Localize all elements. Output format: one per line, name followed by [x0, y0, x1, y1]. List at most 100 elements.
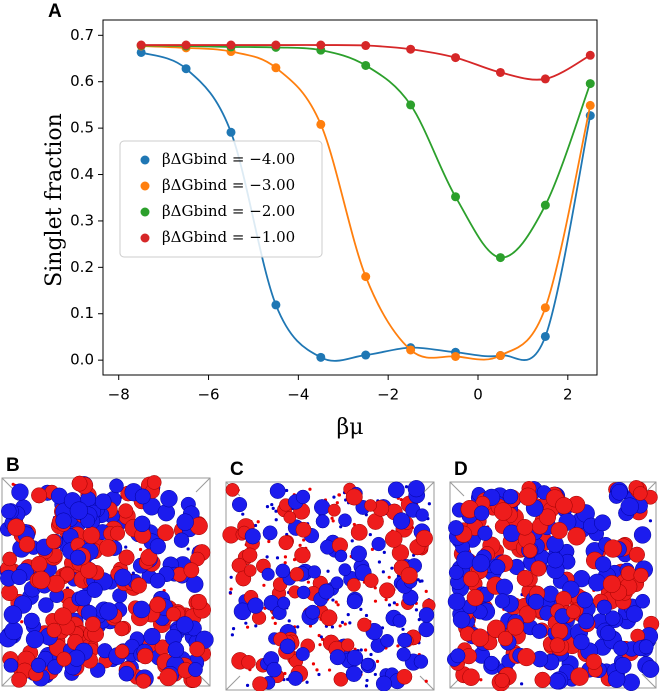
- x-tick-label: −2: [377, 386, 399, 404]
- particle: [474, 505, 490, 521]
- data-point: [540, 303, 550, 313]
- particle: [247, 597, 264, 614]
- data-point: [181, 64, 191, 74]
- particle: [363, 573, 379, 588]
- particle: [538, 508, 557, 526]
- particle: [407, 480, 425, 498]
- particle: [566, 604, 581, 619]
- particle: [289, 567, 305, 582]
- particle: [190, 593, 207, 611]
- particle: [327, 503, 341, 517]
- ion: [375, 659, 380, 663]
- particle: [252, 676, 268, 691]
- particle: [334, 549, 348, 563]
- ion: [274, 518, 278, 522]
- ion: [265, 555, 269, 559]
- ion: [311, 662, 316, 666]
- particle: [261, 567, 275, 581]
- ion: [401, 627, 405, 631]
- particle: [594, 514, 611, 532]
- particle: [357, 617, 372, 632]
- particle: [625, 605, 643, 623]
- particle: [109, 525, 126, 541]
- ion: [229, 587, 233, 591]
- y-tick-label: 0.5: [70, 119, 94, 137]
- particle: [118, 503, 134, 519]
- particle: [167, 641, 185, 658]
- particle: [176, 513, 194, 531]
- data-point: [136, 47, 146, 57]
- particle: [585, 653, 602, 670]
- data-point: [361, 272, 371, 282]
- particle: [622, 673, 640, 691]
- ion: [348, 621, 352, 625]
- ion: [648, 519, 653, 523]
- particle: [641, 660, 660, 678]
- particle: [392, 512, 411, 530]
- box-edge: [449, 481, 465, 497]
- ion: [287, 619, 291, 623]
- ion: [244, 621, 248, 625]
- ion: [387, 603, 392, 607]
- particle: [80, 561, 98, 579]
- particle: [494, 593, 511, 609]
- data-point: [361, 60, 371, 70]
- particle: [133, 515, 151, 533]
- particle: [350, 523, 368, 541]
- ion: [270, 502, 274, 507]
- particle: [318, 583, 335, 600]
- particle: [242, 547, 258, 563]
- particle: [385, 530, 403, 548]
- ion: [479, 678, 483, 682]
- particle: [114, 644, 130, 659]
- particle: [470, 628, 490, 647]
- ion: [343, 622, 347, 626]
- particle: [11, 671, 28, 688]
- particle: [176, 616, 194, 634]
- particle: [489, 559, 506, 576]
- particle: [495, 578, 514, 596]
- y-tick-label: 0.1: [70, 304, 94, 322]
- particle: [418, 607, 435, 623]
- particle: [296, 585, 311, 600]
- particle: [118, 549, 135, 566]
- y-tick-label: 0.6: [70, 72, 94, 90]
- data-point: [585, 50, 595, 60]
- data-point: [226, 127, 236, 137]
- ion: [396, 644, 400, 648]
- data-point: [271, 40, 281, 50]
- ion: [283, 555, 288, 559]
- particle: [522, 543, 538, 559]
- data-point: [361, 350, 371, 360]
- data-point: [316, 352, 326, 362]
- particle: [31, 570, 51, 590]
- ion: [302, 538, 306, 542]
- particle: [345, 488, 363, 506]
- ion: [283, 561, 287, 565]
- ion: [331, 519, 335, 523]
- data-point: [495, 67, 505, 77]
- ion: [424, 589, 428, 593]
- ion: [414, 608, 419, 612]
- particle: [7, 518, 26, 537]
- panel-label: D: [454, 459, 468, 480]
- data-point: [316, 119, 326, 129]
- ion: [334, 600, 338, 604]
- ion: [275, 556, 280, 560]
- particle: [603, 539, 623, 558]
- x-tick-label: −8: [108, 386, 130, 404]
- particle: [450, 648, 466, 664]
- particle: [360, 657, 374, 671]
- data-point: [136, 40, 146, 50]
- data-point: [451, 53, 461, 63]
- ion: [271, 506, 275, 510]
- particle: [635, 593, 651, 609]
- particle: [118, 665, 135, 682]
- data-point: [406, 44, 416, 54]
- ion: [326, 569, 330, 573]
- ion: [305, 680, 309, 684]
- particle: [576, 591, 594, 609]
- particle: [596, 599, 612, 615]
- particle: [613, 640, 629, 656]
- particle: [638, 639, 654, 655]
